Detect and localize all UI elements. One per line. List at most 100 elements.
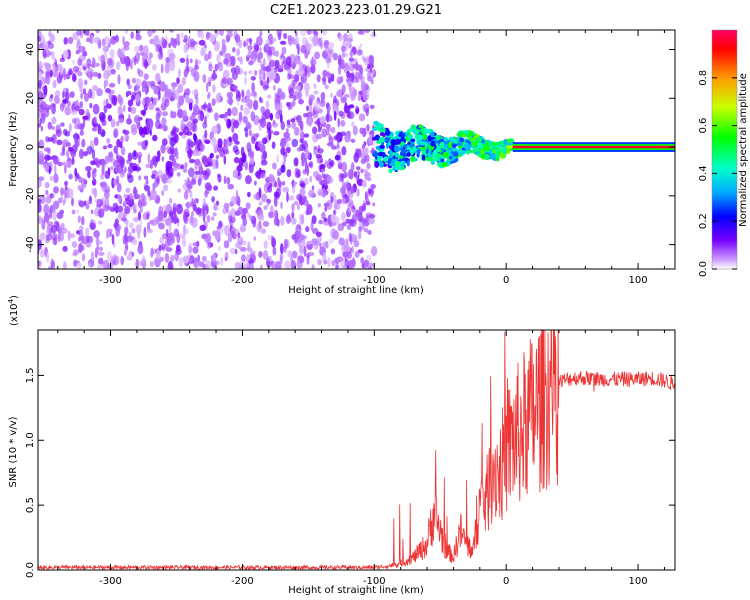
heatmap-cell [118,118,125,124]
heatmap-cell [227,183,234,190]
snr-y-multiplier-exp: 4 [7,298,15,303]
heatmap-cell [134,189,138,196]
heatmap-cell [130,106,137,115]
heatmap-cell [200,47,205,57]
heatmap-cell [64,106,71,116]
heatmap-cell [173,89,180,101]
snr-y-label: SNR (10 * v/v) [8,416,19,487]
heatmap-cell [124,41,130,47]
heatmap-cell [102,204,110,212]
heatmap-cell [137,211,142,221]
heatmap-cell [172,84,176,90]
heatmap-cell [200,30,204,40]
heatmap-cell [147,80,150,88]
heatmap-cell [290,118,296,123]
heatmap-cell [181,110,188,121]
y-tick-label: 0.0 [25,562,36,578]
heatmap-cell [206,240,211,250]
heatmap-cell [259,47,262,52]
heatmap-cell [464,143,469,150]
heatmap-cell [187,176,190,186]
heatmap-cell [253,44,260,52]
heatmap-cell [164,98,170,108]
heatmap-cell [92,172,97,178]
heatmap-cell [127,152,133,162]
heatmap-cell [269,72,276,81]
heatmap-cell [273,210,277,220]
heatmap-cell [167,161,173,168]
heatmap-cell [293,90,300,100]
heatmap-cell [283,131,290,139]
heatmap-cell [299,138,304,144]
heatmap-cell [120,159,125,169]
heatmap-cell [286,191,289,203]
heatmap-cell [79,101,83,109]
heatmap-cell [195,207,202,214]
heatmap-cell [213,185,219,191]
heatmap-cell [388,168,393,174]
heatmap-cell [319,159,323,164]
heatmap-cell [297,119,301,127]
heatmap-cell [160,63,164,74]
heatmap-cell [354,234,358,245]
heatmap-cell [312,126,318,135]
heatmap-cell [206,215,211,223]
heatmap-cell [305,150,310,160]
heatmap-cell [344,62,349,68]
heatmap-cell [131,77,137,84]
heatmap-cell [93,230,100,238]
heatmap-cell [299,129,304,141]
heatmap-cell [322,252,327,261]
heatmap-cell [164,253,170,263]
heatmap-cell [295,231,299,238]
heatmap-cell [97,263,103,269]
heatmap-cell [161,190,165,196]
heatmap-cell [324,240,329,249]
heatmap-cell [135,224,142,234]
heatmap-cell [71,241,78,248]
heatmap-cell [313,145,318,150]
heatmap-cell [142,45,149,57]
colorbar-tick-label: 0.0 [698,261,709,277]
heatmap-cell [344,133,351,143]
heatmap-cell [347,252,352,259]
heatmap-cell [178,131,184,136]
heatmap-cell [340,211,346,222]
heatmap-cell [59,102,65,112]
heatmap-cell [409,143,415,148]
heatmap-cell [300,234,306,241]
heatmap-cell [107,114,113,122]
heatmap-cell [144,139,149,146]
heatmap-cell [44,181,50,189]
heatmap-cell [280,121,285,131]
heatmap-cell [267,185,273,193]
heatmap-cell [326,70,330,79]
heatmap-cell [212,252,216,263]
heatmap-cell [173,214,177,225]
heatmap-cell [220,256,224,266]
heatmap-cell [73,117,81,126]
heatmap-cell [126,200,131,206]
heatmap-cell [357,30,365,35]
heatmap-cell [46,221,54,226]
heatmap-cell [112,161,117,167]
heatmap-cell [249,263,254,269]
heatmap-cell [247,212,250,218]
heatmap-cell [221,77,228,85]
heatmap-cell [372,202,376,207]
heatmap-cell [66,188,74,199]
heatmap-cell [418,134,424,140]
heatmap-cell [360,81,367,92]
heatmap-cell [311,215,317,225]
heatmap-cell [126,78,130,86]
heatmap-cell [281,181,286,186]
heatmap-cell [425,156,432,161]
heatmap-cell [202,198,206,206]
heatmap-cell [195,96,199,105]
heatmap-cell [201,255,207,262]
heatmap-cell [174,163,179,168]
heatmap-cell [305,226,310,233]
heatmap-cell [96,88,103,97]
heatmap-cell [251,82,255,93]
heatmap-cell [192,133,197,141]
